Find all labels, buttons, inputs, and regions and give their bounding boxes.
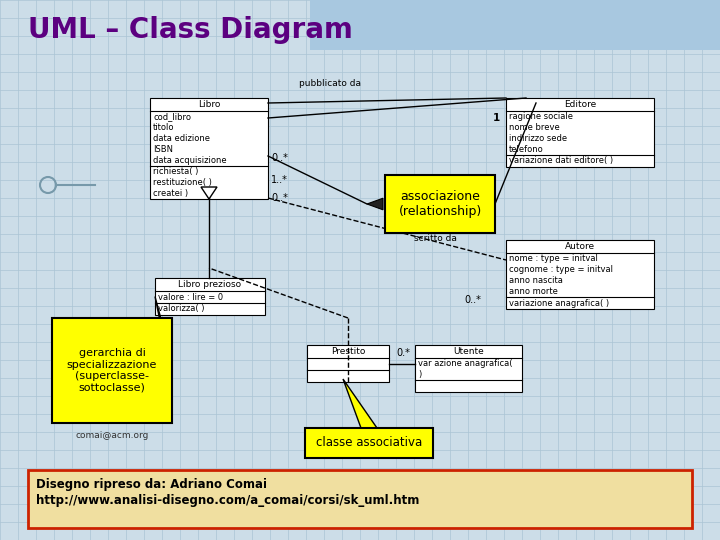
Text: pubblicato da: pubblicato da (299, 79, 361, 88)
Text: gerarchia di
specializzazione
(superclasse-
sottoclasse): gerarchia di specializzazione (superclas… (67, 348, 157, 393)
Text: 0..*: 0..* (464, 295, 481, 305)
Text: 1..*: 1..* (271, 175, 288, 185)
Text: anno morte: anno morte (509, 287, 558, 296)
Text: Libro: Libro (198, 100, 220, 109)
Bar (385, 175, 495, 233)
Text: Libro prezioso: Libro prezioso (179, 280, 242, 289)
Text: richiesta( ): richiesta( ) (153, 167, 199, 176)
Text: Editore: Editore (564, 100, 596, 109)
Text: UML – Class Diagram: UML – Class Diagram (28, 16, 353, 44)
Text: nome breve: nome breve (509, 123, 559, 132)
Text: createi ): createi ) (153, 189, 188, 198)
Bar (506, 240, 654, 309)
Polygon shape (201, 187, 217, 199)
Text: associazione
(relationship): associazione (relationship) (398, 190, 482, 218)
Polygon shape (155, 296, 172, 381)
Polygon shape (343, 379, 377, 428)
Text: classe associativa: classe associativa (316, 436, 422, 449)
Text: telefono: telefono (509, 145, 544, 154)
Text: cognome : type = initval: cognome : type = initval (509, 265, 613, 274)
Text: ): ) (418, 370, 421, 379)
Bar (307, 345, 389, 382)
Bar (310, 0, 720, 50)
Text: Prestito: Prestito (330, 347, 365, 356)
Text: 0..*: 0..* (271, 153, 288, 163)
Text: 0.*: 0.* (396, 348, 410, 359)
Text: data edizione: data edizione (153, 134, 210, 143)
Text: cod_libro: cod_libro (153, 112, 191, 121)
Text: restituzione( ): restituzione( ) (153, 178, 212, 187)
Text: var azione anagrafica(: var azione anagrafica( (418, 359, 513, 368)
Text: Utente: Utente (453, 347, 484, 356)
Bar (52, 318, 172, 423)
Text: nome : type = initval: nome : type = initval (509, 254, 598, 263)
Text: http://www.analisi-disegno.com/a_comai/corsi/sk_uml.htm: http://www.analisi-disegno.com/a_comai/c… (36, 494, 419, 507)
Text: Disegno ripreso da: Adriano Comai: Disegno ripreso da: Adriano Comai (36, 478, 267, 491)
Text: titolo: titolo (153, 123, 174, 132)
Text: variazione dati editore( ): variazione dati editore( ) (509, 157, 613, 165)
Text: ragione sociale: ragione sociale (509, 112, 573, 121)
Text: valore : lire = 0: valore : lire = 0 (158, 293, 223, 301)
Text: anno nascita: anno nascita (509, 276, 563, 285)
Text: indirizzo sede: indirizzo sede (509, 134, 567, 143)
Text: comai@acm.org: comai@acm.org (76, 431, 149, 440)
Bar (506, 98, 654, 167)
Text: valorizza( ): valorizza( ) (158, 305, 204, 314)
Bar (415, 345, 522, 392)
Text: Autore: Autore (565, 242, 595, 251)
Text: variazione anagrafica( ): variazione anagrafica( ) (509, 299, 609, 307)
Text: 0..*: 0..* (271, 193, 288, 203)
Bar (155, 278, 265, 315)
Text: data acquisizione: data acquisizione (153, 156, 227, 165)
Bar (305, 428, 433, 458)
Text: 1: 1 (492, 113, 500, 123)
Text: scritto da: scritto da (413, 234, 456, 243)
Text: ISBN: ISBN (153, 145, 173, 154)
Polygon shape (367, 198, 383, 210)
Bar (28, 470, 692, 528)
Bar (150, 98, 268, 199)
